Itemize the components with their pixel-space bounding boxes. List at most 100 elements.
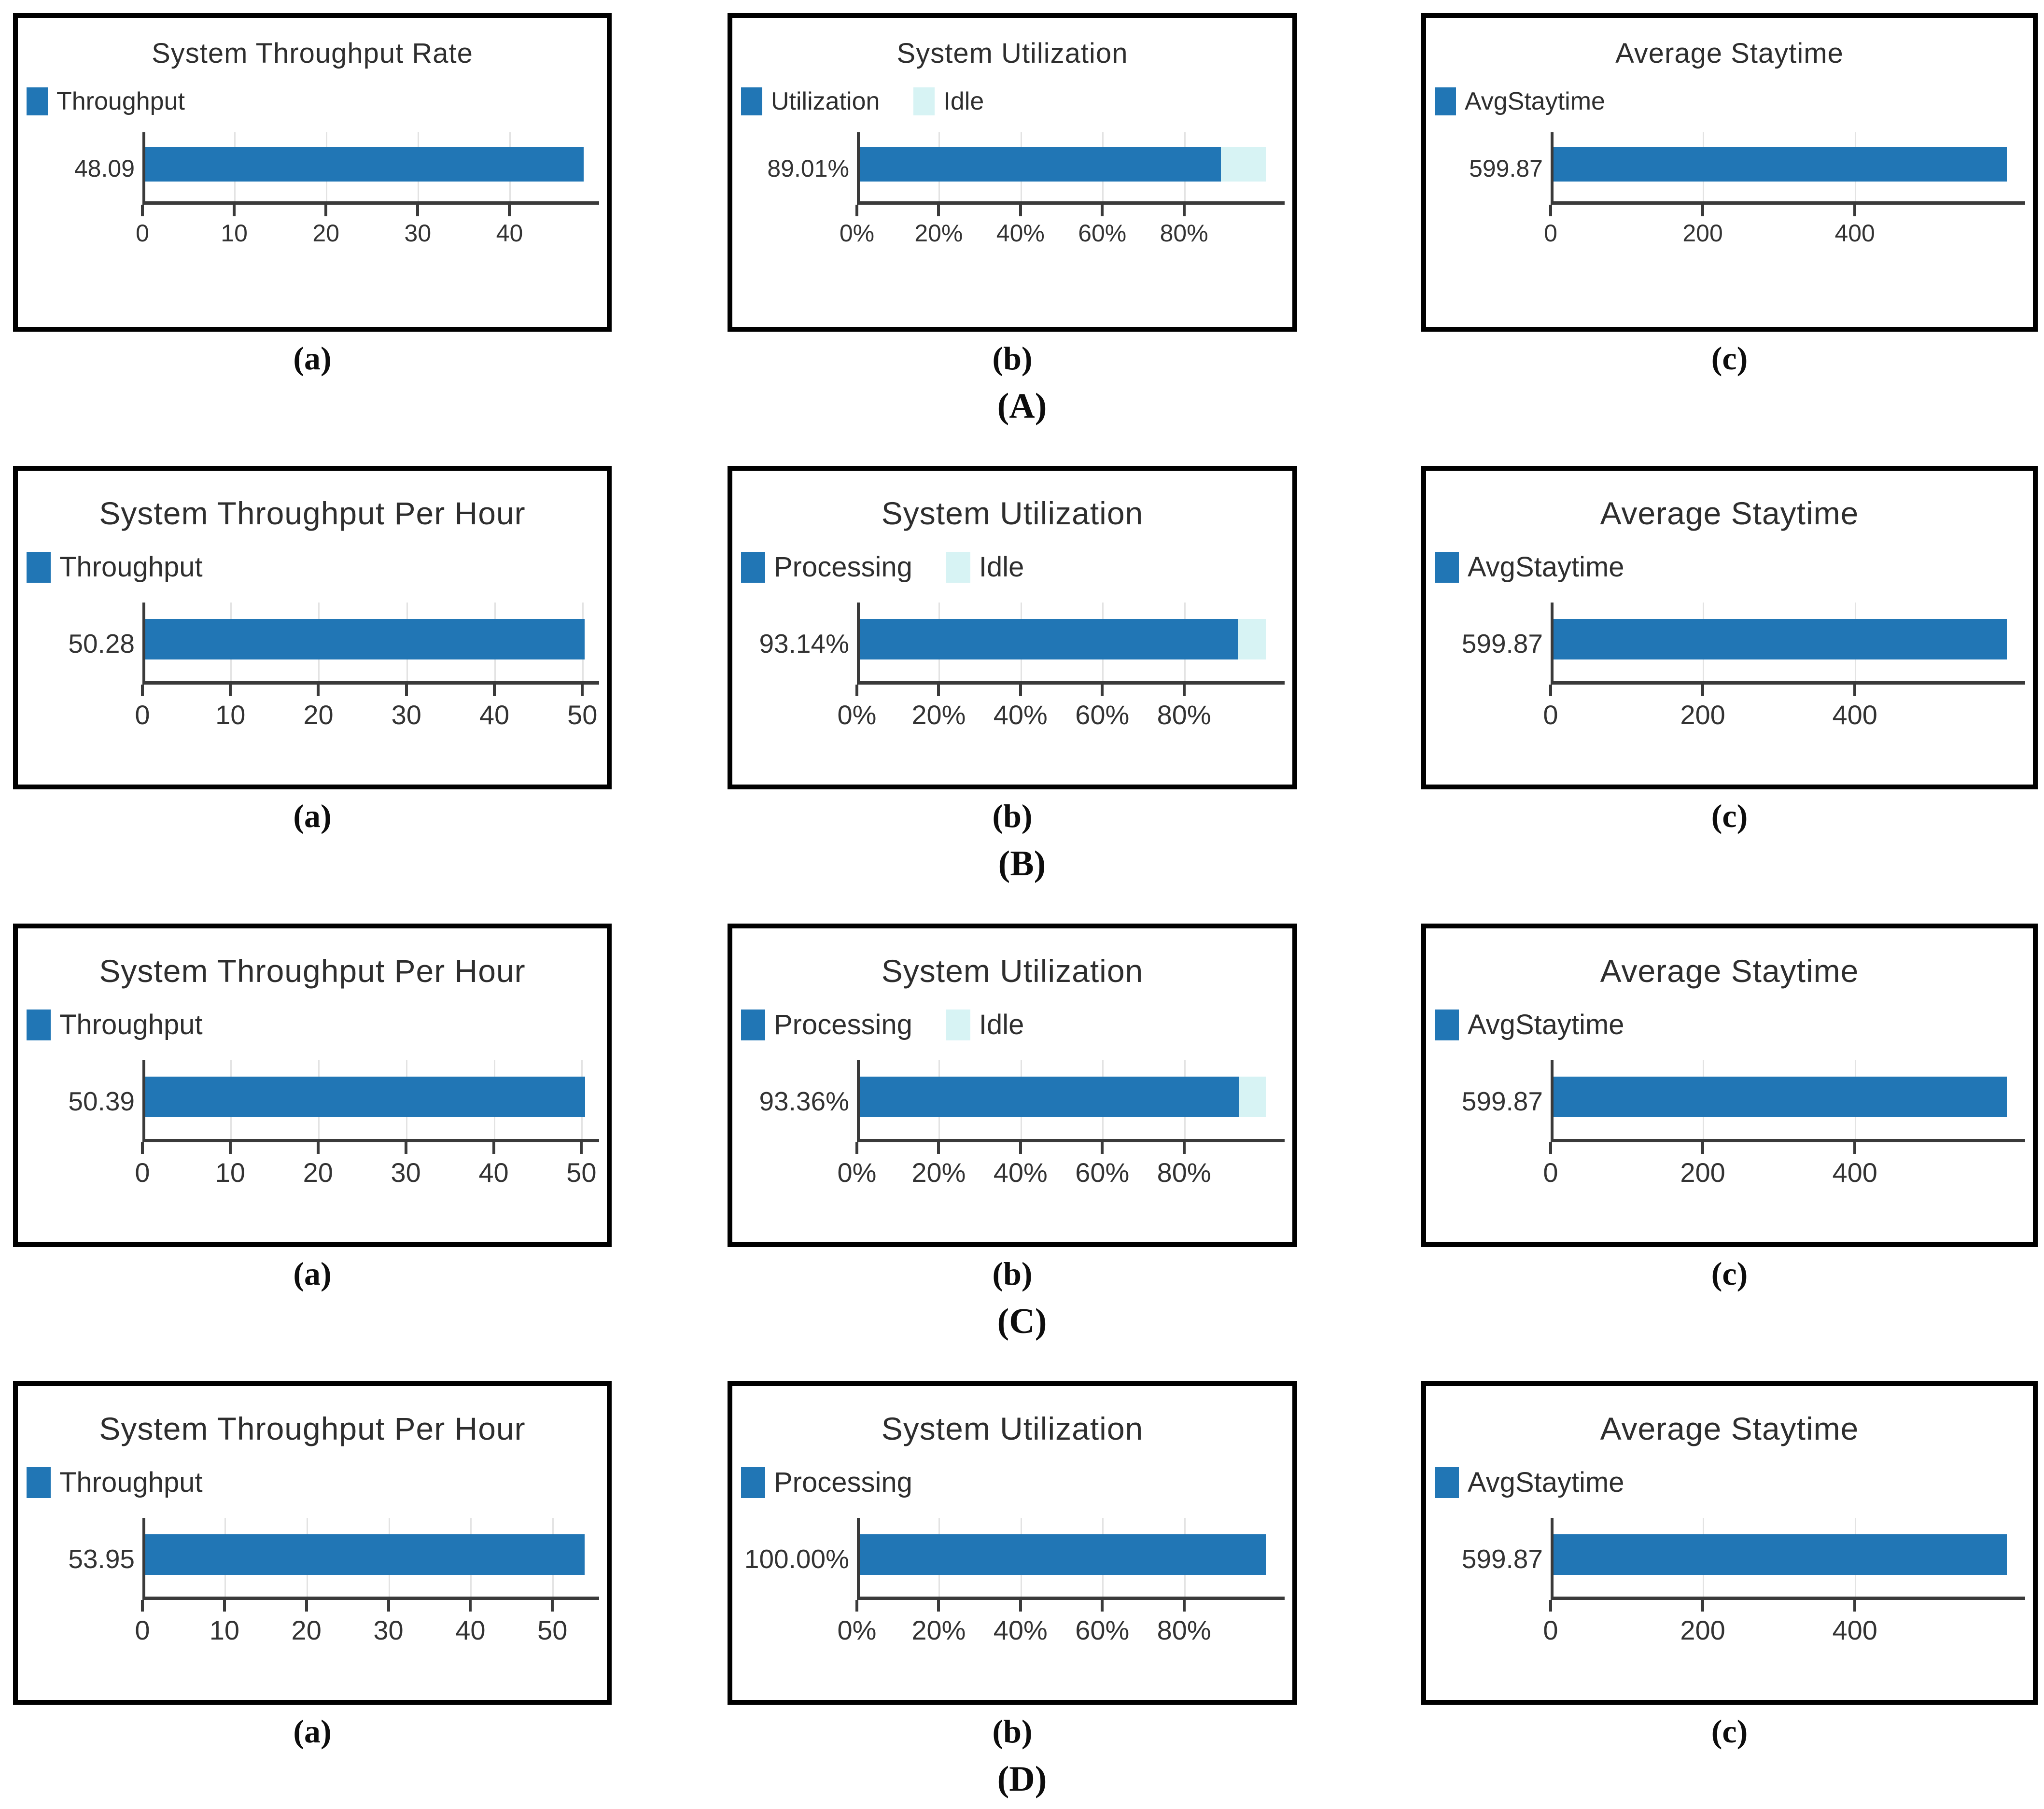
chart-legend: Throughput	[27, 551, 607, 583]
x-axis-tick-label: 60%	[1078, 220, 1127, 247]
x-axis-tick-label: 0	[1543, 700, 1558, 730]
chart-title: Average Staytime	[1615, 38, 1844, 69]
panel-caption: (a)	[293, 798, 332, 834]
plot-area: 0% 20% 40% 60% 80%	[838, 1518, 1285, 1645]
x-axis-tick-label: 80%	[1157, 1157, 1211, 1188]
x-axis-tick-label: 20%	[914, 220, 963, 247]
x-axis-line	[142, 201, 599, 205]
x-axis-tick	[305, 1600, 308, 1612]
x-axis-tick	[1701, 205, 1705, 216]
x-axis-tick-label: 400	[1832, 1615, 1877, 1645]
bar-value-label: 89.01%	[767, 155, 849, 182]
x-axis-tick	[1019, 1142, 1022, 1154]
chart-row-C: System Throughput Per Hour Throughput 50.3…	[0, 924, 2044, 1247]
x-axis-tick	[1853, 205, 1857, 216]
avgstaytime-legend-swatch-icon	[1435, 1467, 1459, 1498]
legend-label: AvgStaytime	[1468, 1009, 1624, 1040]
x-axis-tick-label: 40%	[993, 1157, 1048, 1188]
legend-item: AvgStaytime	[1435, 551, 1624, 583]
figure-bar-chart-grid: System Throughput Rate Throughput 48.09 0 10…	[0, 13, 2044, 1809]
x-axis-tick	[141, 1142, 144, 1154]
x-axis-tick-label: 0%	[837, 1615, 877, 1645]
x-axis-tick-label: 60%	[1075, 700, 1130, 730]
y-axis-spine	[857, 132, 860, 205]
chart-panel: System Throughput Per Hour Throughput 50.3…	[13, 924, 612, 1247]
plot-area: 0 10 20 30 40 50	[135, 1060, 599, 1188]
plot-wrap: 599.87 0 200 400	[1426, 1518, 2033, 1645]
value-bar	[857, 619, 1238, 659]
chart-panel: Average Staytime AvgStaytime 599.87 0 200 400	[1421, 13, 2038, 332]
processing-legend-swatch-icon	[741, 551, 765, 583]
x-axis-tick-label: 30	[391, 700, 421, 730]
y-axis-spine	[142, 1060, 145, 1142]
plot-area: 0% 20% 40% 60% 80%	[838, 603, 1285, 730]
legend-label: Throughput	[59, 551, 203, 583]
x-axis-tick-label: 30	[373, 1615, 404, 1645]
caption-row: (a) (b) (c)	[0, 797, 2044, 843]
value-bar	[1551, 619, 2007, 659]
plot-area: 0 10 20 30 40 50	[135, 1518, 599, 1645]
caption-row: (a) (b) (c)	[0, 1712, 2044, 1759]
chart-legend: AvgStaytime	[1435, 87, 2033, 116]
caption-row: (a) (b) (c)	[0, 1255, 2044, 1301]
x-axis-tick-label: 50	[537, 1615, 568, 1645]
bar-value-label: 100.00%	[744, 1544, 849, 1574]
x-axis-tick-label: 0%	[837, 700, 877, 730]
value-bar	[857, 1534, 1266, 1575]
y-axis-spine	[1551, 1518, 1554, 1600]
x-axis-line	[142, 681, 599, 685]
x-axis-tick	[141, 205, 144, 216]
x-axis-tick	[1701, 685, 1705, 696]
legend-item: Idle	[946, 1009, 1024, 1041]
x-axis-tick-label: 10	[215, 700, 246, 730]
x-axis-tick	[1101, 1142, 1104, 1154]
legend-label: Idle	[979, 1009, 1024, 1040]
plot-wrap: 599.87 0 200 400	[1426, 603, 2033, 730]
x-axis-tick-label: 10	[215, 1157, 246, 1188]
caption-row: (a) (b) (c)	[0, 339, 2044, 386]
plot-wrap: 599.87 0 200 400	[1426, 1060, 2033, 1188]
plot-wrap: 48.09 0 10 20 30 40	[18, 132, 607, 247]
panel-caption: (c)	[1711, 340, 1748, 377]
bar-value-label: 599.87	[1461, 1544, 1543, 1574]
x-axis-tick-label: 200	[1680, 1615, 1725, 1645]
idle-legend-swatch-icon	[913, 87, 935, 115]
y-axis-spine	[1551, 603, 1554, 685]
chart-title: System Throughput Rate	[152, 38, 473, 69]
legend-item: Utilization	[741, 87, 880, 116]
x-axis-tick	[937, 1142, 940, 1154]
x-axis-tick-label: 0	[135, 1615, 150, 1645]
utilization-legend-swatch-icon	[741, 87, 762, 115]
idle-legend-swatch-icon	[946, 1009, 970, 1040]
x-axis-tick-label: 0	[136, 220, 149, 247]
x-axis-tick	[228, 1142, 232, 1154]
chart-panel: System Throughput Per Hour Throughput 50.2…	[13, 466, 612, 789]
legend-label: Processing	[774, 551, 912, 583]
x-axis-tick	[404, 1142, 407, 1154]
row-label: (D)	[997, 1759, 1047, 1799]
x-axis-tick	[937, 1600, 940, 1612]
chart-legend: Processing	[741, 1466, 1292, 1499]
x-axis-tick-label: 80%	[1157, 1615, 1211, 1645]
chart-title: Average Staytime	[1600, 1411, 1859, 1446]
legend-label: Processing	[774, 1009, 912, 1040]
x-axis-tick-label: 60%	[1075, 1615, 1130, 1645]
x-axis-tick	[580, 1142, 583, 1154]
chart-row-A: System Throughput Rate Throughput 48.09 0 10…	[0, 13, 2044, 332]
throughput-legend-swatch-icon	[27, 87, 48, 115]
throughput-legend-swatch-icon	[27, 551, 51, 583]
x-axis-tick-label: 40	[455, 1615, 486, 1645]
x-axis-tick-label: 20%	[911, 1615, 966, 1645]
value-bar	[857, 1077, 1239, 1117]
chart-row-B: System Throughput Per Hour Throughput 50.2…	[0, 466, 2044, 789]
plot-area: 0 200 400	[1543, 1518, 2025, 1645]
plot-area: 0% 20% 40% 60% 80%	[838, 1060, 1285, 1188]
row-label: (A)	[997, 386, 1047, 426]
avgstaytime-legend-swatch-icon	[1435, 87, 1456, 115]
x-axis-line	[1551, 681, 2025, 685]
chart-legend: Throughput	[27, 1466, 607, 1499]
value-bar	[142, 147, 584, 182]
value-bar	[142, 619, 585, 659]
x-axis-tick-label: 10	[221, 220, 248, 247]
row-label: (C)	[997, 1302, 1047, 1341]
